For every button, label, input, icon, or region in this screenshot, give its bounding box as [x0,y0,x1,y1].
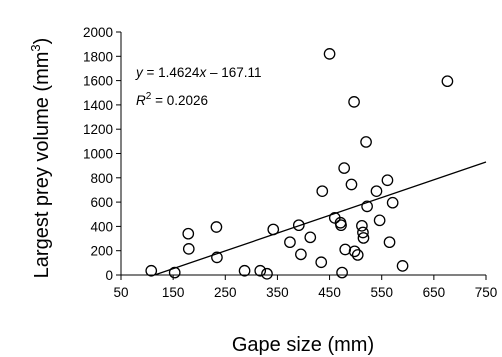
y-tick-label: 2000 [83,25,113,40]
data-point [238,264,251,277]
data-point [336,266,348,279]
y-axis-title-sup: 3 [28,44,43,51]
data-point [182,227,195,240]
data-point [316,185,329,198]
data-point [315,256,328,269]
data-point [373,214,386,227]
y-axis-title: Largest prey volume (mm3) [28,38,53,279]
data-point [351,249,364,261]
r2-rest: = 0.2026 [151,93,208,108]
data-point [356,219,368,232]
x-tick-label: 50 [113,285,128,300]
data-point [295,248,307,261]
data-points [145,48,454,280]
data-point [284,236,296,249]
y-tick-label: 1400 [83,98,113,113]
x-axis-title: Gape size (mm) [232,334,374,356]
data-point [339,243,352,256]
data-point [348,96,360,108]
eq-tail: – 167.11 [206,65,261,80]
data-point [323,48,336,60]
r-squared: R2 = 0.2026 [136,91,208,108]
eq-rest: = 1.4624 [143,65,200,80]
data-point [292,219,305,232]
data-point [210,221,223,233]
data-point [335,219,347,232]
y-tick-label: 0 [105,268,113,283]
data-point [361,200,373,213]
data-point [338,162,351,174]
y-tick-label: 400 [90,219,113,234]
y-tick-label: 600 [90,195,113,210]
y-tick-label: 200 [90,244,113,259]
y-axis-ticks: 0 200 400 600 800 1000 1200 1400 1600 1800 2000 [83,25,121,283]
x-tick-label: 350 [266,285,289,300]
data-point [360,136,372,148]
regression-line [154,161,487,276]
x-tick-label: 250 [214,285,237,300]
x-axis-ticks: 50 150 250 350 450 550 650 750 [113,275,497,300]
y-tick-label: 800 [90,171,113,186]
data-point [357,226,369,239]
data-point [267,223,280,236]
y-tick-label: 1600 [83,74,113,89]
x-tick-label: 450 [318,285,341,300]
r2-sup: 2 [146,91,152,102]
x-tick-label: 150 [162,285,185,300]
data-point [348,245,361,258]
data-point [211,251,223,264]
data-point [168,266,181,279]
eq-y: y [135,65,144,80]
data-point [396,260,409,272]
regression-equation: y = 1.4624x – 167.11 [135,65,262,80]
data-point [254,264,267,277]
y-axis-title-close: ) [31,38,53,45]
y-tick-label: 1000 [83,147,113,162]
data-point [145,264,158,277]
data-point [441,75,454,88]
data-point [370,185,383,198]
eq-x: x [198,65,207,80]
x-tick-label: 650 [423,285,446,300]
data-point [304,231,317,244]
data-point [386,196,399,209]
data-point [381,174,394,187]
data-point [345,178,358,191]
y-tick-label: 1800 [83,49,113,64]
y-axis-title-main: Largest prey volume (mm [31,52,53,279]
data-point [357,232,370,244]
r2-label: R [136,93,146,108]
data-point [383,236,396,249]
data-point [261,267,273,280]
data-point [182,243,195,255]
x-tick-label: 750 [475,285,498,300]
x-tick-label: 550 [370,285,393,300]
y-tick-label: 1200 [83,122,113,137]
